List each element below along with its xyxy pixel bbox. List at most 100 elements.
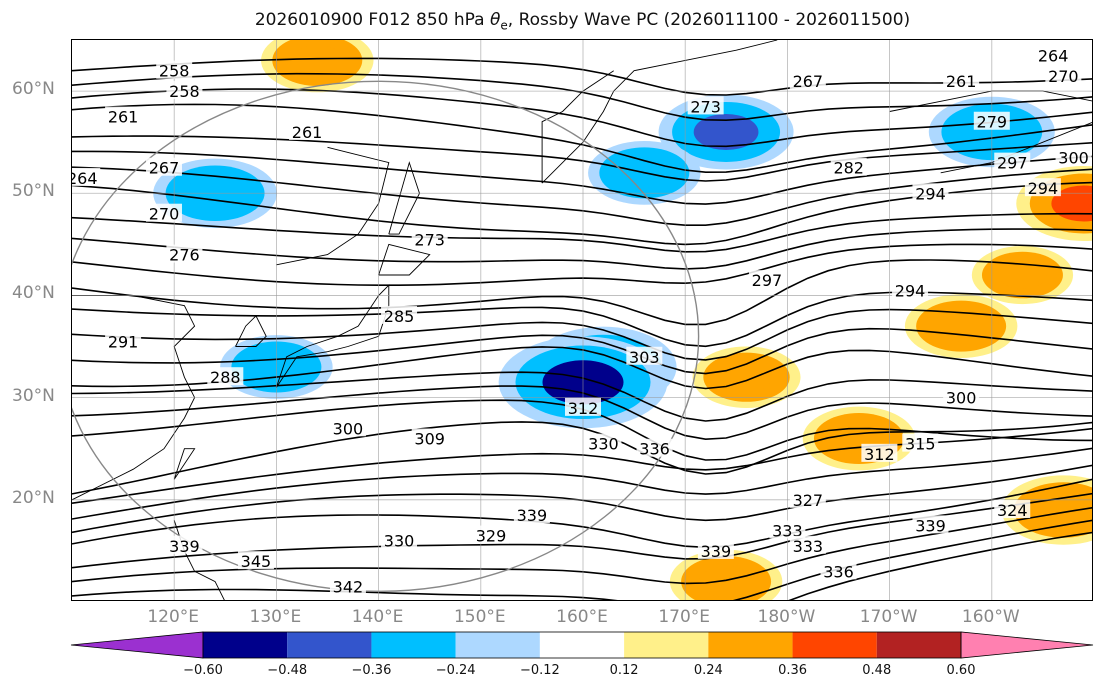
colorbar-segment-1: [203, 632, 288, 658]
contour-label-27: 339: [701, 542, 732, 561]
lat-label: 60°N: [12, 79, 55, 100]
contour-label-bg-30: [994, 500, 1031, 519]
theta-e-contour-9: [72, 228, 1092, 270]
contour-label-28: 336: [823, 562, 854, 581]
contour-label-bg-11: [207, 367, 244, 386]
contour-label-37: 294: [1028, 179, 1059, 198]
contour-label-bg-6: [145, 203, 182, 222]
contour-label-33: 300: [946, 389, 977, 408]
lon-label: 160°E: [556, 607, 608, 627]
contour-label-bg-43: [1035, 45, 1072, 64]
contour-label-bg-3: [289, 121, 326, 140]
contour-label-42: 261: [946, 72, 977, 91]
anomaly-core-7: [290, 45, 345, 76]
contour-label-18: 339: [169, 537, 200, 556]
contour-label-bg-40: [687, 96, 724, 115]
contour-label-36: 294: [915, 184, 946, 203]
lon-label: 160°W: [961, 607, 1020, 627]
contour-label-46: 300: [1058, 149, 1089, 168]
contour-label-bg-22: [513, 505, 550, 524]
contour-label-3: 261: [292, 123, 323, 142]
contour-label-bg-33: [943, 387, 980, 406]
contour-label-32: 315: [905, 435, 936, 454]
lon-label: 150°E: [453, 607, 506, 627]
contour-label-bg-42: [943, 70, 980, 89]
anomaly-core-9: [998, 261, 1047, 289]
contour-label-bg-7: [411, 229, 448, 248]
colorbar-tick-label: −0.24: [435, 663, 476, 678]
contour-label-bg-41: [789, 70, 826, 89]
contour-label-bg-10: [105, 331, 142, 350]
contour-label-19: 345: [241, 552, 272, 571]
contour-label-6: 270: [149, 205, 180, 224]
contour-label-31: 312: [864, 445, 895, 464]
lon-label: 140°E: [351, 607, 404, 627]
theta-symbol: θ: [490, 10, 501, 30]
colorbar-tick-label: 0.36: [778, 663, 808, 678]
anomaly-core-12: [720, 362, 773, 392]
colorbar-tick-label: 0.60: [946, 663, 976, 678]
graticule-layer: [72, 40, 1092, 600]
coastline-1: [235, 315, 267, 347]
anomaly-core-2: [693, 113, 759, 150]
colorbar-segment-7: [708, 632, 793, 658]
contour-label-2: 261: [108, 108, 139, 127]
theta-e-contour-10: [72, 243, 1092, 286]
contour-label-bg-35: [748, 270, 785, 289]
coastline-4: [388, 161, 420, 235]
contour-label-bg-19: [237, 551, 274, 570]
contour-label-14: 303: [629, 348, 660, 367]
contour-label-bg-39: [973, 111, 1010, 130]
contour-label-bg-29: [912, 515, 949, 534]
contour-label-21: 330: [384, 532, 415, 551]
contour-label-bg-1: [166, 81, 203, 100]
contour-label-bg-46: [1055, 147, 1092, 166]
coastline-0: [72, 295, 196, 501]
coastline-7: [541, 70, 614, 184]
lon-label: 120°E: [147, 607, 200, 627]
colorbar-segment-9: [876, 632, 961, 658]
colorbar: [70, 631, 1094, 659]
contour-label-bg-44: [1045, 65, 1082, 84]
contour-label-16: 330: [588, 435, 619, 454]
contour-label-13: 309: [414, 430, 445, 449]
contour-label-bg-4: [72, 167, 101, 186]
colorbar-segment-8: [792, 632, 877, 658]
colorbar-segment-4: [455, 632, 540, 658]
colorbar-extend-high: [960, 631, 1094, 659]
contour-label-bg-34: [892, 280, 929, 299]
contour-label-bg-16: [585, 433, 622, 452]
contour-label-bg-0: [156, 60, 193, 79]
coastline-10: [173, 448, 196, 480]
contour-label-bg-26: [789, 535, 826, 554]
colorbar-tick-label: −0.48: [267, 663, 308, 678]
colorbar-segment-5: [539, 632, 625, 658]
colorbar-segment-6: [624, 632, 709, 658]
contour-label-41: 267: [793, 72, 824, 91]
colorbar-outline: [202, 631, 962, 659]
coastline-9: [940, 122, 1092, 174]
colorbar-segment-2: [287, 632, 372, 658]
contour-label-bg-27: [697, 540, 734, 559]
lon-label: 170°E: [658, 607, 711, 627]
lat-label: 40°N: [12, 283, 55, 304]
contour-label-bg-36: [912, 183, 949, 202]
contour-label-9: 285: [384, 307, 415, 326]
anomaly-core-10: [1051, 185, 1092, 222]
map-title: 2026010900 F012 850 hPa θe, Rossby Wave …: [0, 10, 1105, 32]
anomaly-core-14: [1033, 493, 1092, 527]
contour-label-45: 297: [997, 154, 1028, 173]
lon-label: 130°E: [249, 607, 302, 627]
contour-label-10: 291: [108, 332, 139, 351]
lon-label: 170°W: [859, 607, 918, 627]
contour-label-15: 312: [568, 399, 599, 418]
colorbar-tick-label: −0.12: [519, 663, 560, 678]
anomaly-core-13: [699, 566, 754, 597]
colorbar-tick-label: 0.12: [609, 663, 639, 678]
colorbar-tick-label: −0.36: [351, 663, 392, 678]
contour-label-12: 300: [333, 419, 364, 438]
contour-label-26: 333: [793, 537, 824, 556]
contour-label-8: 276: [169, 246, 200, 265]
lon-label: 180°W: [757, 607, 816, 627]
